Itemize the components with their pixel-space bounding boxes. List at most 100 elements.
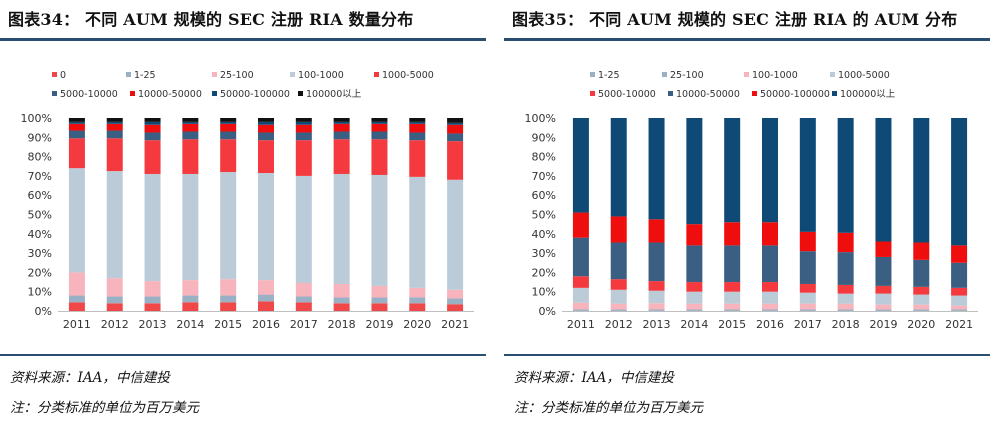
legend-label: 1-25 xyxy=(598,70,620,81)
bar-segment xyxy=(182,131,199,140)
legend-swatch xyxy=(832,91,837,96)
bar-segment xyxy=(220,118,237,122)
bar-segment xyxy=(686,310,703,311)
bar-segment xyxy=(686,245,703,283)
bar-segment xyxy=(68,138,85,169)
x-tick-label: 2015 xyxy=(718,318,746,331)
bar-segment xyxy=(371,131,388,140)
bar-segment xyxy=(144,296,161,304)
bar-segment xyxy=(144,118,161,122)
bar-segment xyxy=(258,124,274,133)
y-tick-label: 90% xyxy=(532,131,556,144)
bar-segment xyxy=(875,118,892,242)
bar-segment xyxy=(610,303,627,310)
bar-segment xyxy=(182,118,199,122)
x-tick-label: 2018 xyxy=(328,318,356,331)
x-tick-label: 2013 xyxy=(139,318,167,331)
legend-swatch xyxy=(744,72,749,77)
source-note: 资料来源：IAA，中信建投 xyxy=(514,370,674,386)
x-tick-label: 2013 xyxy=(643,318,671,331)
bar-segment xyxy=(648,219,665,243)
bar-segment xyxy=(409,123,426,133)
bar-segment xyxy=(837,118,854,233)
bar-segment xyxy=(144,121,161,125)
bar-segment xyxy=(610,310,627,311)
bar-segment xyxy=(875,310,892,311)
legend-swatch xyxy=(130,91,135,96)
unit-note: 注：分类标准的单位为百万美元 xyxy=(514,400,703,416)
bar-segment xyxy=(447,122,464,125)
legend-swatch xyxy=(590,72,595,77)
legend-label: 1000-5000 xyxy=(382,70,434,81)
y-tick-label: 50% xyxy=(532,209,556,222)
x-tick-label: 2019 xyxy=(365,318,393,331)
bar-segment xyxy=(333,283,350,298)
bar-segment xyxy=(799,118,816,232)
legend-swatch xyxy=(662,72,667,77)
bar-segment xyxy=(447,179,464,290)
x-tick-label: 2016 xyxy=(252,318,280,331)
bar-segment xyxy=(875,241,892,257)
bar-segment xyxy=(295,121,312,125)
bar-segment xyxy=(295,302,312,311)
bar-segment xyxy=(951,295,968,306)
x-tick-label: 2021 xyxy=(945,318,973,331)
bar-segment xyxy=(837,284,854,294)
bar-segment xyxy=(913,294,930,305)
chart-title: 图表34： 不同 AUM 规模的 SEC 注册 RIA 数量分布 xyxy=(8,10,414,29)
bar-segment xyxy=(220,139,237,173)
bar-segment xyxy=(333,118,350,122)
bar-segment xyxy=(837,303,854,310)
bar-segment xyxy=(295,283,312,297)
bar-segment xyxy=(648,310,665,311)
bar-segment xyxy=(182,121,199,124)
bar-segment xyxy=(447,298,464,305)
bar-segment xyxy=(686,282,703,292)
bar-segment xyxy=(295,124,312,133)
bar-segment xyxy=(106,171,123,279)
bar-segment xyxy=(724,309,741,311)
bar-segment xyxy=(913,286,930,295)
title-rule xyxy=(0,38,486,41)
bar-segment xyxy=(220,121,237,124)
bar-segment xyxy=(913,310,930,311)
legend-label: 0 xyxy=(60,70,66,81)
x-tick-label: 2021 xyxy=(441,318,469,331)
legend-label: 100000以上 xyxy=(840,89,896,100)
bar-segment xyxy=(68,121,85,124)
legend-label: 50000-100000 xyxy=(220,89,290,100)
bar-segment xyxy=(951,310,968,311)
bar-segment xyxy=(875,304,892,310)
x-tick-label: 2012 xyxy=(605,318,633,331)
y-tick-label: 10% xyxy=(532,286,556,299)
x-tick-label: 2011 xyxy=(567,318,595,331)
y-tick-label: 80% xyxy=(28,151,52,164)
bar-segment xyxy=(875,256,892,286)
bar-segment xyxy=(182,302,199,311)
bar-segment xyxy=(875,309,892,311)
legend-label: 100000以上 xyxy=(306,89,362,100)
bar-segment xyxy=(572,309,589,311)
x-tick-label: 2014 xyxy=(176,318,204,331)
bar-segment xyxy=(106,296,123,304)
bar-segment xyxy=(762,310,778,311)
bar-segment xyxy=(648,309,665,311)
bar-segment xyxy=(258,118,274,122)
x-tick-label: 2015 xyxy=(214,318,242,331)
bar-segment xyxy=(951,262,968,288)
bar-segment xyxy=(295,175,312,284)
bar-segment xyxy=(799,292,816,304)
bar-segment xyxy=(371,297,388,304)
legend-swatch xyxy=(374,72,379,77)
bar-segment xyxy=(951,245,968,263)
y-tick-label: 80% xyxy=(532,151,556,164)
bar-segment xyxy=(220,123,237,132)
bar-segment xyxy=(409,132,426,141)
chart-area: 0 1-25 25-100 100-1000 1000-5000 5000-10000 10… xyxy=(21,70,474,331)
bar-segment xyxy=(182,123,199,132)
bar-segment xyxy=(144,281,161,297)
legend-swatch xyxy=(52,72,57,77)
bar-segment xyxy=(106,130,123,139)
bar-segment xyxy=(572,310,589,311)
bar-segment xyxy=(409,303,426,311)
